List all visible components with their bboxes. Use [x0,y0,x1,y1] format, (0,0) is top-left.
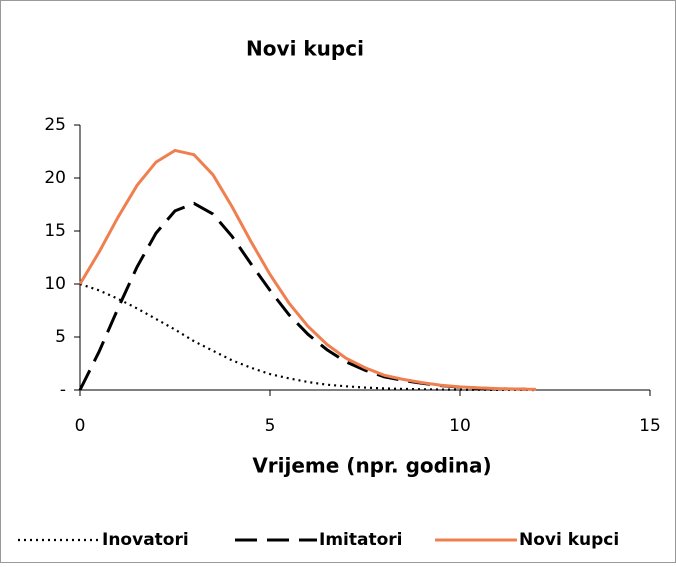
y-tick-label: 25 [44,115,66,135]
y-tick-label: 10 [44,274,66,294]
legend-label: Inovatori [102,530,189,550]
series-line [78,148,537,391]
x-tick-label: 10 [449,416,471,436]
y-tick-label: - [60,380,66,400]
legend-label: Imitatori [319,530,402,550]
y-tick-label: 15 [44,221,66,241]
x-tick-label: 0 [75,416,86,436]
chart-title: Novi kupci [246,37,364,61]
x-tick-label: 15 [639,416,661,436]
y-tick-label: 5 [55,327,66,347]
y-tick-label: 20 [44,168,66,188]
x-tick-label: 5 [265,416,276,436]
series-line [79,282,537,392]
legend-label: Novi kupci [519,530,619,550]
x-axis-label: Vrijeme (npr. godina) [252,454,491,478]
